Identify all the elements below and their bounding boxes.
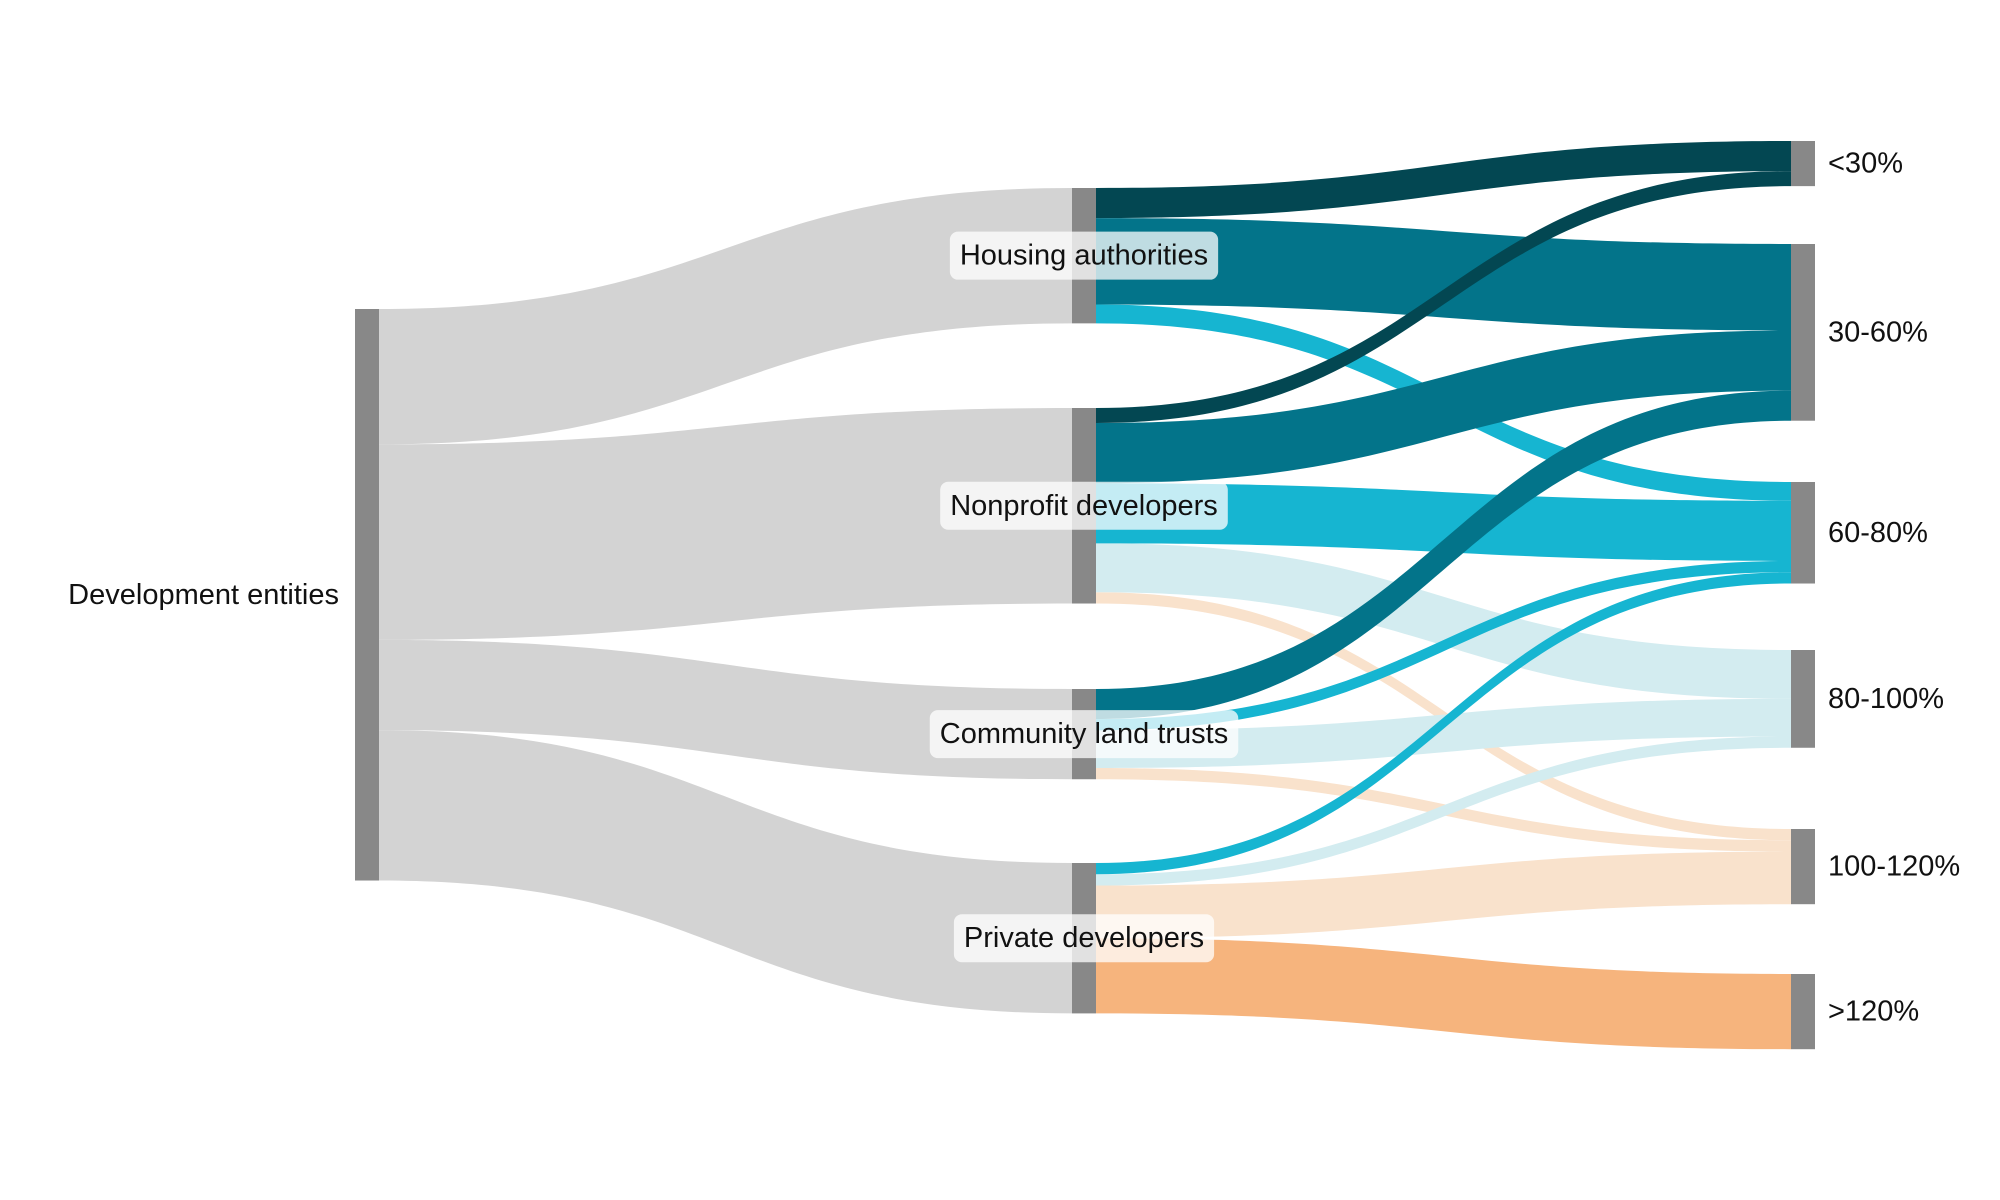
node-label-box-ha [949,231,1219,280]
links-layer [379,141,1791,1050]
node-root [355,309,379,881]
link-root-ha [379,188,1072,445]
node-b4 [1791,650,1815,748]
node-label-box-pd [953,914,1215,963]
link-np-b1 [1096,171,1791,424]
node-label-np: Nonprofit developers [950,490,1218,522]
node-b5 [1791,829,1815,905]
node-label-b4: 80-100% [1828,683,1944,715]
node-label-root: Development entities [68,579,339,611]
labels-layer: Development entities Housing authorities N… [68,148,1960,1028]
link-root-np [379,408,1072,640]
link-clt-b3 [1096,560,1791,731]
node-label-b5: 100-120% [1828,851,1960,883]
link-root-clt [379,639,1072,780]
link-pd-b5 [1096,851,1791,939]
link-np-b4 [1096,543,1791,699]
node-label-b2: 30-60% [1828,316,1928,348]
link-clt-b4 [1096,698,1791,768]
link-root-pd [379,730,1072,1014]
nodes-layer [355,141,1815,1050]
link-np-b2 [1096,330,1791,484]
node-label-b6: >120% [1828,996,1919,1028]
node-label-ha: Housing authorities [960,240,1208,272]
link-clt-b2 [1096,390,1791,720]
node-label-b3: 60-80% [1828,517,1928,549]
link-pd-b6 [1096,938,1791,1050]
node-label-box-clt [929,710,1239,759]
link-ha-b1 [1096,141,1791,219]
link-np-b3 [1096,483,1791,561]
node-label-b1: <30% [1828,148,1903,180]
node-b2 [1791,244,1815,421]
node-label-pd: Private developers [964,922,1204,954]
node-b3 [1791,482,1815,584]
node-b6 [1791,974,1815,1050]
node-b1 [1791,141,1815,187]
node-label-box-np [940,481,1228,530]
link-ha-b2 [1096,218,1791,331]
node-label-clt: Community land trusts [940,718,1229,750]
link-pd-b3 [1096,572,1791,875]
link-pd-b4 [1096,736,1791,886]
